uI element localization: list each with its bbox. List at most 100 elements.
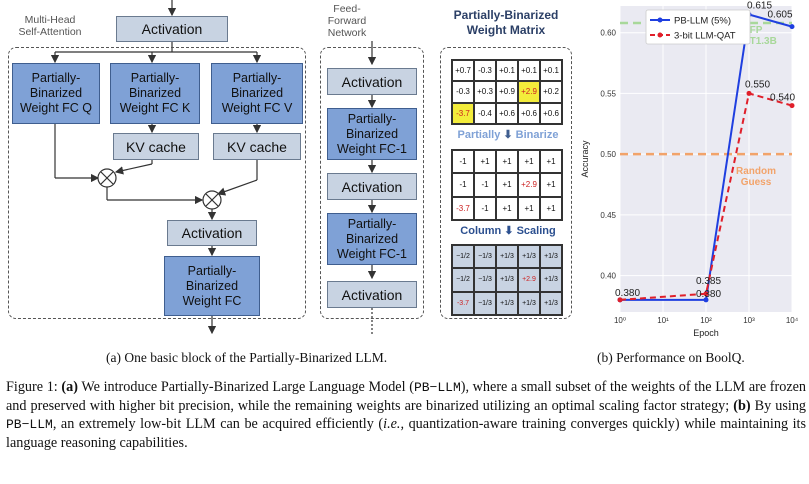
matrix-cell: -3.7 [452, 196, 474, 220]
down-arrow-icon: ⬇ [501, 225, 517, 237]
matrix-cell: +0.6 [540, 102, 562, 124]
series-line [619, 92, 793, 301]
reference-line-label: Random [736, 166, 776, 177]
data-label: 0.380 [615, 288, 640, 299]
y-tick-label: 0.50 [600, 150, 616, 159]
x-tick-label: 10¹ [657, 316, 669, 325]
y-tick-label: 0.45 [600, 211, 616, 220]
matrix-cell: +1/3 [540, 245, 562, 269]
x-axis-label: Epoch [693, 328, 719, 338]
data-point [703, 297, 709, 303]
matrix-cell: -0.4 [474, 102, 496, 124]
x-tick-label: 10⁴ [786, 316, 799, 325]
matrix-cell: −1/3 [474, 291, 496, 315]
part-a-label: (a) [61, 379, 78, 395]
caption-text-b2: , an extremely low-bit LLM can be acquir… [52, 416, 384, 432]
figure-label: Figure 1: [6, 379, 58, 395]
ffn-activation-3: Activation [327, 281, 417, 308]
matrix-cell: +2.9 [518, 268, 540, 292]
matrix-cell: +1 [496, 150, 518, 174]
matrix-cell: −1/3 [474, 245, 496, 269]
legend-marker [657, 32, 663, 38]
matrix-cell: +1 [518, 196, 540, 220]
matrix-cell: −1/3 [474, 268, 496, 292]
down-arrow-icon: ⬇ [500, 129, 516, 141]
matrix-cell: +2.9 [518, 173, 540, 197]
data-point [703, 291, 709, 297]
code-pbllm-2: PB−LLM [6, 417, 53, 432]
matrix-cell: -1 [452, 150, 474, 174]
matrix-cell: -0.3 [452, 81, 474, 103]
reference-line-label: OPT1.3B [735, 36, 777, 47]
matrix-scaled: −1/2 −1/3 +1/3 +1/3 +1/3 −1/2 −1/3 +1/3 +2.9 +1/3… [451, 244, 563, 316]
data-label: 0.615 [747, 1, 772, 12]
legend-label: PB-LLM (5%) [674, 16, 731, 27]
x-tick-label: 10² [700, 316, 712, 325]
matrix-cell: +1/3 [496, 291, 518, 315]
matrix-cell: -1 [474, 173, 496, 197]
y-tick-label: 0.40 [600, 272, 616, 281]
step-scaling: Column ⬇ Scaling [446, 224, 570, 240]
matrix-cell: +1 [496, 196, 518, 220]
data-point [789, 24, 795, 30]
boolq-chart: 0.40 0.45 0.50 0.55 0.60 10⁰ 10¹ 10² 10³ 10⁴ Epoch… [580, 1, 799, 339]
weight-fc-k: Partially- Binarized Weight FC K [110, 63, 200, 124]
ffn-activation-1: Activation [327, 68, 417, 95]
matrix-cell: +1 [518, 150, 540, 174]
weight-fc-v: Partially- Binarized Weight FC V [211, 63, 303, 124]
matrix-cell: +0.1 [518, 60, 540, 82]
data-point [617, 297, 623, 303]
series-line [620, 13, 793, 301]
matrix-cell: +0.1 [540, 60, 562, 82]
legend-marker [657, 17, 663, 23]
mha-label: Multi-Head Self-Attention [18, 14, 82, 38]
ie-text: i.e., [383, 416, 405, 432]
multiply-icon [97, 168, 222, 210]
step-binarize-label-2: Binarize [515, 129, 559, 141]
caption-text-b1: By using [754, 398, 807, 414]
matrix-cell: +1/3 [540, 291, 562, 315]
matrix-cell: -1 [452, 173, 474, 197]
matrix-cell: -0.3 [474, 60, 496, 82]
matrix-cell: +0.6 [518, 102, 540, 124]
matrix-original: +0.7 -0.3 +0.1 +0.1 +0.1 -0.3 +0.3 +0.9 +2.9 +0.2… [451, 59, 563, 125]
reference-line-label: Guess [741, 177, 772, 188]
reference-line-label: FP [750, 25, 763, 36]
matrix-cell: +1 [540, 150, 562, 174]
legend-label: 3-bit LLM-QAT [674, 31, 736, 42]
matrix-title: Partially-Binarized Weight Matrix [453, 8, 559, 37]
matrix-cell: +1/3 [518, 291, 540, 315]
mha-block [8, 47, 306, 319]
part-b-label: (b) [733, 398, 751, 414]
caption-text-a2: ), where a small subset of the weights o… [6, 379, 807, 414]
data-label: 0.385 [696, 276, 721, 287]
ffn-label: Feed- Forward Network [327, 3, 367, 39]
matrix-cell: +1/3 [496, 268, 518, 292]
data-label: 0.550 [745, 79, 770, 90]
data-point [789, 103, 795, 109]
activation-top: Activation [116, 16, 228, 42]
matrix-cell: +0.9 [496, 81, 518, 103]
matrix-cell: +0.1 [496, 60, 518, 82]
caption-text-b3: quantization-aware training converges qu… [6, 416, 807, 451]
matrix-cell: +2.9 [518, 81, 540, 103]
matrix-cell: +1/3 [496, 245, 518, 269]
kv-cache-v: KV cache [213, 133, 301, 160]
step-scaling-label-1: Column [460, 225, 502, 237]
ffn-weight-fc1-b: Partially- Binarized Weight FC-1 [327, 213, 417, 265]
matrix-cell: +0.3 [474, 81, 496, 103]
weight-fc-q: Partially- Binarized Weight FC Q [12, 63, 100, 124]
matrix-cell: +1 [540, 196, 562, 220]
matrix-cell: +0.7 [452, 60, 474, 82]
ffn-activation-2: Activation [327, 173, 417, 200]
matrix-cell: −1/2 [452, 245, 474, 269]
diagram-connectors [50, 0, 377, 335]
data-point [746, 90, 752, 96]
x-tick-label: 10⁰ [614, 316, 626, 325]
matrix-cell: +1 [540, 173, 562, 197]
kv-cache-k: KV cache [113, 133, 199, 160]
weight-fc: Partially- Binarized Weight FC [164, 256, 260, 316]
matrix-panel [440, 47, 572, 319]
data-label: 0.380 [696, 289, 721, 300]
x-tick-label: 10³ [743, 316, 755, 325]
